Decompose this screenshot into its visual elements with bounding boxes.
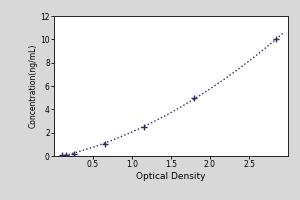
Y-axis label: Concentration(ng/mL): Concentration(ng/mL) — [28, 44, 38, 128]
X-axis label: Optical Density: Optical Density — [136, 172, 206, 181]
